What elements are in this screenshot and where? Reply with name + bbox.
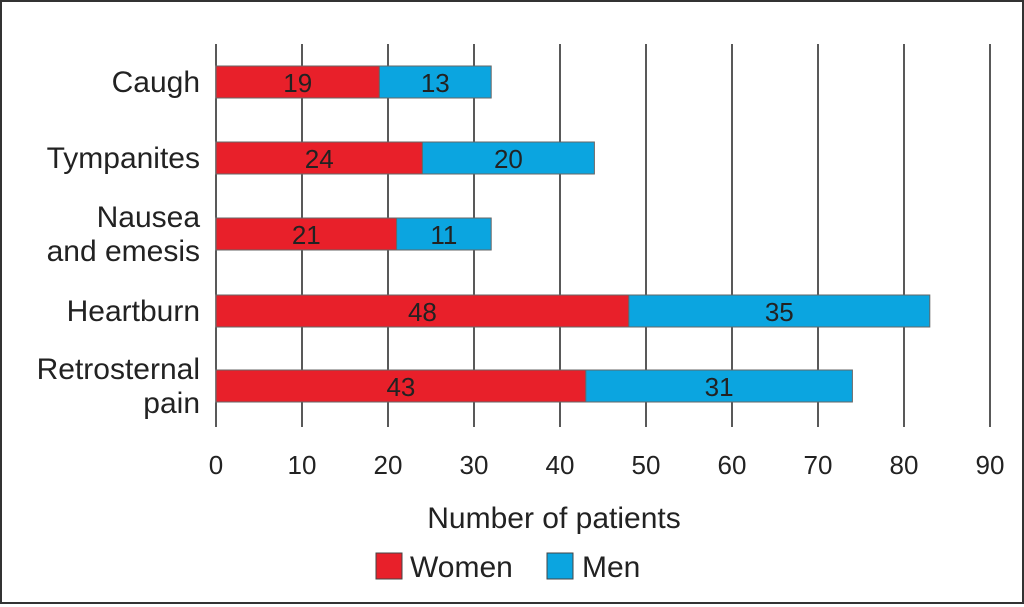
- bar-value-label: 20: [494, 144, 523, 174]
- bar-value-label: 13: [421, 68, 450, 98]
- bars: 19 13 24 20 21 11 48 35 43 31: [215, 65, 931, 403]
- x-tick-label: 30: [460, 450, 489, 480]
- bar-men: [628, 294, 931, 328]
- category-label: Tympanites: [47, 142, 200, 175]
- bar-women: [215, 294, 630, 328]
- bar-women: [215, 217, 398, 251]
- x-tick-label: 40: [546, 450, 575, 480]
- bar-value-label: 19: [283, 68, 312, 98]
- bar-women: [215, 369, 587, 403]
- x-tick-label: 10: [288, 450, 317, 480]
- bar-value-label: 21: [292, 220, 321, 250]
- legend-swatch-men: [546, 552, 574, 580]
- x-tick-label: 80: [890, 450, 919, 480]
- bar-value-label: 11: [430, 220, 457, 250]
- grid-lines: [215, 44, 991, 427]
- x-tick-label: 20: [374, 450, 403, 480]
- bar-value-label: 35: [765, 297, 794, 327]
- bar-value-label: 31: [705, 372, 734, 402]
- x-axis-label: Number of patients: [427, 502, 680, 535]
- legend-label-women: Women: [410, 551, 513, 584]
- bar-value-label: 24: [305, 144, 334, 174]
- category-label: Retrosternal: [37, 353, 200, 386]
- bar-men: [585, 369, 853, 403]
- category-label: Nausea: [97, 201, 201, 234]
- x-tick-label: 50: [632, 450, 661, 480]
- legend-label-men: Men: [582, 551, 640, 584]
- legend: Women Men: [375, 551, 640, 584]
- category-label: Heartburn: [67, 295, 200, 328]
- category-label: pain: [143, 387, 200, 420]
- bar-women: [215, 141, 423, 175]
- category-label: and emesis: [47, 235, 200, 268]
- bar-value-label: 43: [386, 372, 415, 402]
- x-tick-label: 70: [804, 450, 833, 480]
- bar-value-label: 48: [408, 297, 437, 327]
- x-tick-label: 90: [976, 450, 1005, 480]
- bar-men: [378, 65, 492, 99]
- legend-swatch-women: [375, 552, 403, 580]
- x-axis-ticks: 0 10 20 30 40 50 60 70 80 90: [209, 450, 1005, 480]
- category-label: Caugh: [112, 66, 200, 99]
- bar-men: [396, 217, 492, 251]
- x-tick-label: 0: [209, 450, 223, 480]
- bar-men: [421, 141, 595, 175]
- x-tick-label: 60: [718, 450, 747, 480]
